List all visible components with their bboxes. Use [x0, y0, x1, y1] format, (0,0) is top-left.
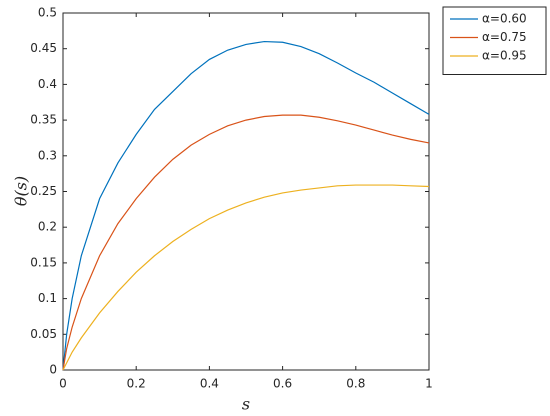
y-tick-label: 0.45: [30, 41, 57, 55]
legend-box: [442, 6, 547, 75]
y-tick-label: 0.15: [30, 255, 57, 269]
x-tick-label: 0.6: [273, 377, 292, 391]
x-tick-label: 0.4: [200, 377, 219, 391]
y-tick-label: 0: [49, 363, 57, 377]
y-tick-label: 0.2: [38, 220, 57, 234]
y-axis-label: θ(s): [12, 176, 31, 206]
legend-label: α=0.60: [482, 12, 527, 26]
y-tick-label: 0.1: [38, 291, 57, 305]
y-tick-label: 0.5: [38, 6, 57, 20]
x-tick-label: 0.8: [346, 377, 365, 391]
legend-label: α=0.75: [482, 30, 527, 44]
plot-frame: [62, 12, 430, 371]
series-line: [62, 40, 430, 371]
x-tick-label: 1: [425, 377, 433, 391]
y-tick-label: 0.35: [30, 113, 57, 127]
series-line: [62, 184, 430, 371]
y-tick-label: 0.3: [38, 148, 57, 162]
x-axis-label: s: [242, 395, 250, 414]
series-line: [62, 114, 430, 371]
legend-label: α=0.95: [482, 49, 527, 63]
y-tick-label: 0.4: [38, 77, 57, 91]
x-tick-label: 0: [59, 377, 67, 391]
y-tick-label: 0.05: [30, 327, 57, 341]
y-tick-label: 0.25: [30, 184, 57, 198]
x-tick-label: 0.2: [127, 377, 146, 391]
